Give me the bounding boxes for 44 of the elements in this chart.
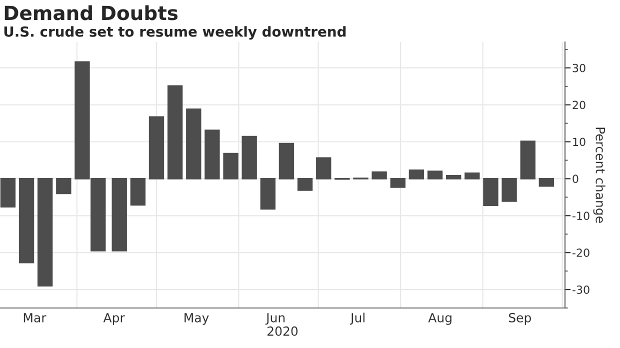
bar: [18, 178, 34, 264]
bar: [297, 178, 313, 191]
bar: [278, 142, 294, 180]
y-tick-label: -20: [572, 248, 590, 257]
bar: [112, 178, 127, 252]
bar: [56, 178, 72, 194]
bar: [464, 172, 480, 180]
bar: [316, 157, 332, 180]
bar: [167, 85, 183, 180]
bar: [446, 175, 462, 180]
bar: [538, 178, 554, 187]
y-tick-label: 20: [572, 100, 586, 110]
x-tick-label: Jun: [265, 313, 285, 325]
y-tick-label: -30: [572, 286, 590, 294]
bar: [38, 178, 53, 287]
y-tick-label: 0: [572, 174, 578, 184]
x-tick-label: Apr: [103, 313, 125, 325]
bar: [520, 140, 536, 180]
bar: [390, 178, 406, 188]
bar: [186, 108, 202, 180]
bar: [372, 171, 387, 180]
bar: [427, 170, 443, 180]
bar: [242, 136, 257, 180]
y-tick-label: 30: [572, 64, 586, 72]
bar: [502, 178, 517, 202]
y-tick-label: 10: [573, 138, 586, 146]
chart-subtitle: U.S. crude set to resume weekly downtrend: [4, 26, 346, 40]
bar: [148, 116, 164, 180]
chart-title: Demand Doubts: [4, 5, 178, 20]
bar: [408, 170, 424, 180]
x-tick-label: Aug: [428, 313, 452, 325]
bar: [483, 178, 498, 206]
bar: [204, 130, 220, 180]
x-tick-label: Mar: [24, 313, 46, 322]
x-tick-label: Jul: [350, 312, 364, 325]
bar: [0, 178, 16, 208]
y-axis-title: Percent change: [593, 128, 606, 223]
x-tick-label: May: [184, 313, 209, 325]
y-tick-label: -10: [572, 212, 590, 220]
bar: [130, 178, 146, 206]
bar: [223, 152, 238, 180]
bar: [260, 178, 276, 210]
x-tick-label: Sep: [508, 312, 531, 325]
x-axis-title: 2020: [268, 326, 298, 336]
